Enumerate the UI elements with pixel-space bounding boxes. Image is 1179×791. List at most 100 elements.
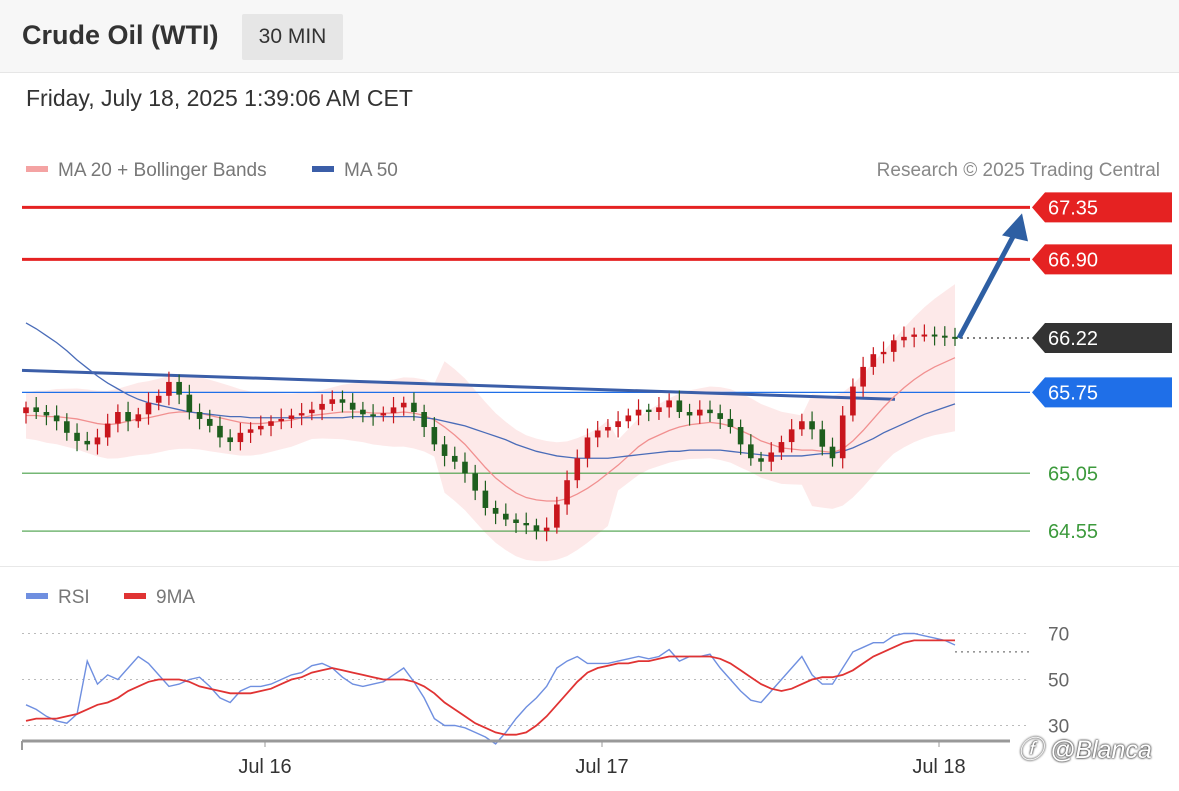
ma9-label: 9MA — [156, 587, 196, 608]
rsi-tick-label: 30 — [1048, 717, 1069, 738]
candle — [217, 425, 223, 438]
legend-9ma[interactable]: 9MA — [124, 587, 195, 609]
x-tick-label: Jul 18 — [912, 756, 965, 778]
candle — [952, 336, 958, 339]
candle — [819, 429, 826, 447]
candle — [431, 427, 438, 445]
candle — [472, 473, 478, 491]
candle — [411, 402, 417, 412]
candle — [400, 402, 407, 408]
candle — [788, 429, 795, 443]
level-label: 66.90 — [1048, 249, 1098, 271]
candle — [329, 399, 336, 404]
timestamp: Friday, July 18, 2025 1:39:06 AM CET — [26, 85, 413, 111]
candle — [349, 402, 356, 410]
candle — [268, 421, 274, 426]
candle — [839, 415, 846, 459]
rsi-series-rsi — [25, 632, 956, 745]
candle — [482, 490, 489, 508]
candle — [360, 409, 366, 415]
candle — [278, 418, 285, 422]
candle — [227, 437, 233, 443]
level-label: 65.75 — [1048, 382, 1098, 404]
bollinger-band — [26, 284, 955, 562]
candle — [176, 381, 182, 395]
forecast-arrow — [956, 226, 1021, 340]
level-tag — [1032, 192, 1172, 223]
watermark: ⓕ @Blanca — [1018, 736, 1152, 764]
candle — [635, 409, 642, 416]
candle — [911, 334, 917, 337]
candle — [727, 418, 734, 428]
candle — [850, 386, 856, 416]
level-label: 66.22 — [1048, 328, 1098, 350]
instrument-title: Crude Oil (WTI) — [22, 20, 219, 50]
candle — [33, 407, 40, 412]
candle — [370, 414, 376, 417]
candle — [196, 412, 203, 419]
candle — [625, 415, 632, 422]
candle — [778, 442, 785, 453]
candle — [870, 354, 877, 367]
legend-ma20[interactable]: MA 20 + Bollinger Bands — [26, 160, 267, 182]
candle — [84, 440, 91, 445]
level-tag — [1032, 377, 1172, 408]
candle — [574, 458, 581, 481]
x-tick-label: Jul 16 — [238, 756, 291, 778]
legend-rsi[interactable]: RSI — [26, 587, 90, 609]
rsi-tick-label: 50 — [1048, 671, 1069, 692]
chart-header: Crude Oil (WTI) 30 MIN — [0, 0, 1179, 73]
candle — [53, 415, 60, 422]
trend-line — [21, 368, 896, 401]
ma20-line — [26, 357, 956, 502]
candle — [748, 444, 754, 459]
candle — [492, 507, 499, 514]
ma20-label: MA 20 + Bollinger Bands — [58, 160, 267, 181]
candle — [890, 340, 897, 352]
candle — [921, 334, 928, 337]
candle — [74, 432, 80, 441]
legend-ma50[interactable]: MA 50 — [312, 160, 398, 182]
candle — [645, 409, 652, 412]
candle — [554, 504, 560, 528]
candle — [860, 366, 866, 387]
candle — [584, 437, 591, 459]
candle — [666, 400, 672, 408]
candle — [941, 335, 948, 338]
candle — [809, 421, 815, 430]
candle — [206, 418, 213, 426]
candle — [380, 413, 387, 416]
candle — [503, 513, 509, 520]
candle — [43, 412, 50, 416]
rsi-label: RSI — [58, 587, 90, 608]
ma9-swatch — [124, 592, 146, 599]
candle — [441, 444, 448, 456]
candle — [686, 412, 693, 416]
candle — [186, 394, 193, 412]
candle — [880, 351, 887, 355]
level-label: 67.35 — [1048, 197, 1098, 219]
candle — [523, 523, 530, 526]
timeframe-button[interactable]: 30 MIN — [242, 14, 343, 60]
candle — [931, 334, 938, 337]
candle — [247, 429, 254, 433]
level-tag — [1032, 323, 1172, 353]
candle — [94, 437, 101, 445]
candle — [237, 432, 244, 443]
candle — [298, 413, 305, 416]
candle — [543, 527, 550, 532]
candle — [799, 421, 805, 430]
candle — [135, 414, 142, 422]
credit-text: Research © 2025 Trading Central — [876, 160, 1160, 181]
candle — [104, 423, 111, 438]
candle — [829, 446, 836, 459]
level-label: 65.05 — [1048, 463, 1098, 485]
candle — [257, 425, 264, 430]
level-label: 64.55 — [1048, 521, 1098, 543]
candle — [901, 336, 907, 341]
forecast-arrow-head — [1002, 213, 1028, 242]
candle — [319, 403, 325, 410]
candle — [513, 519, 519, 523]
level-tag — [1032, 244, 1172, 275]
